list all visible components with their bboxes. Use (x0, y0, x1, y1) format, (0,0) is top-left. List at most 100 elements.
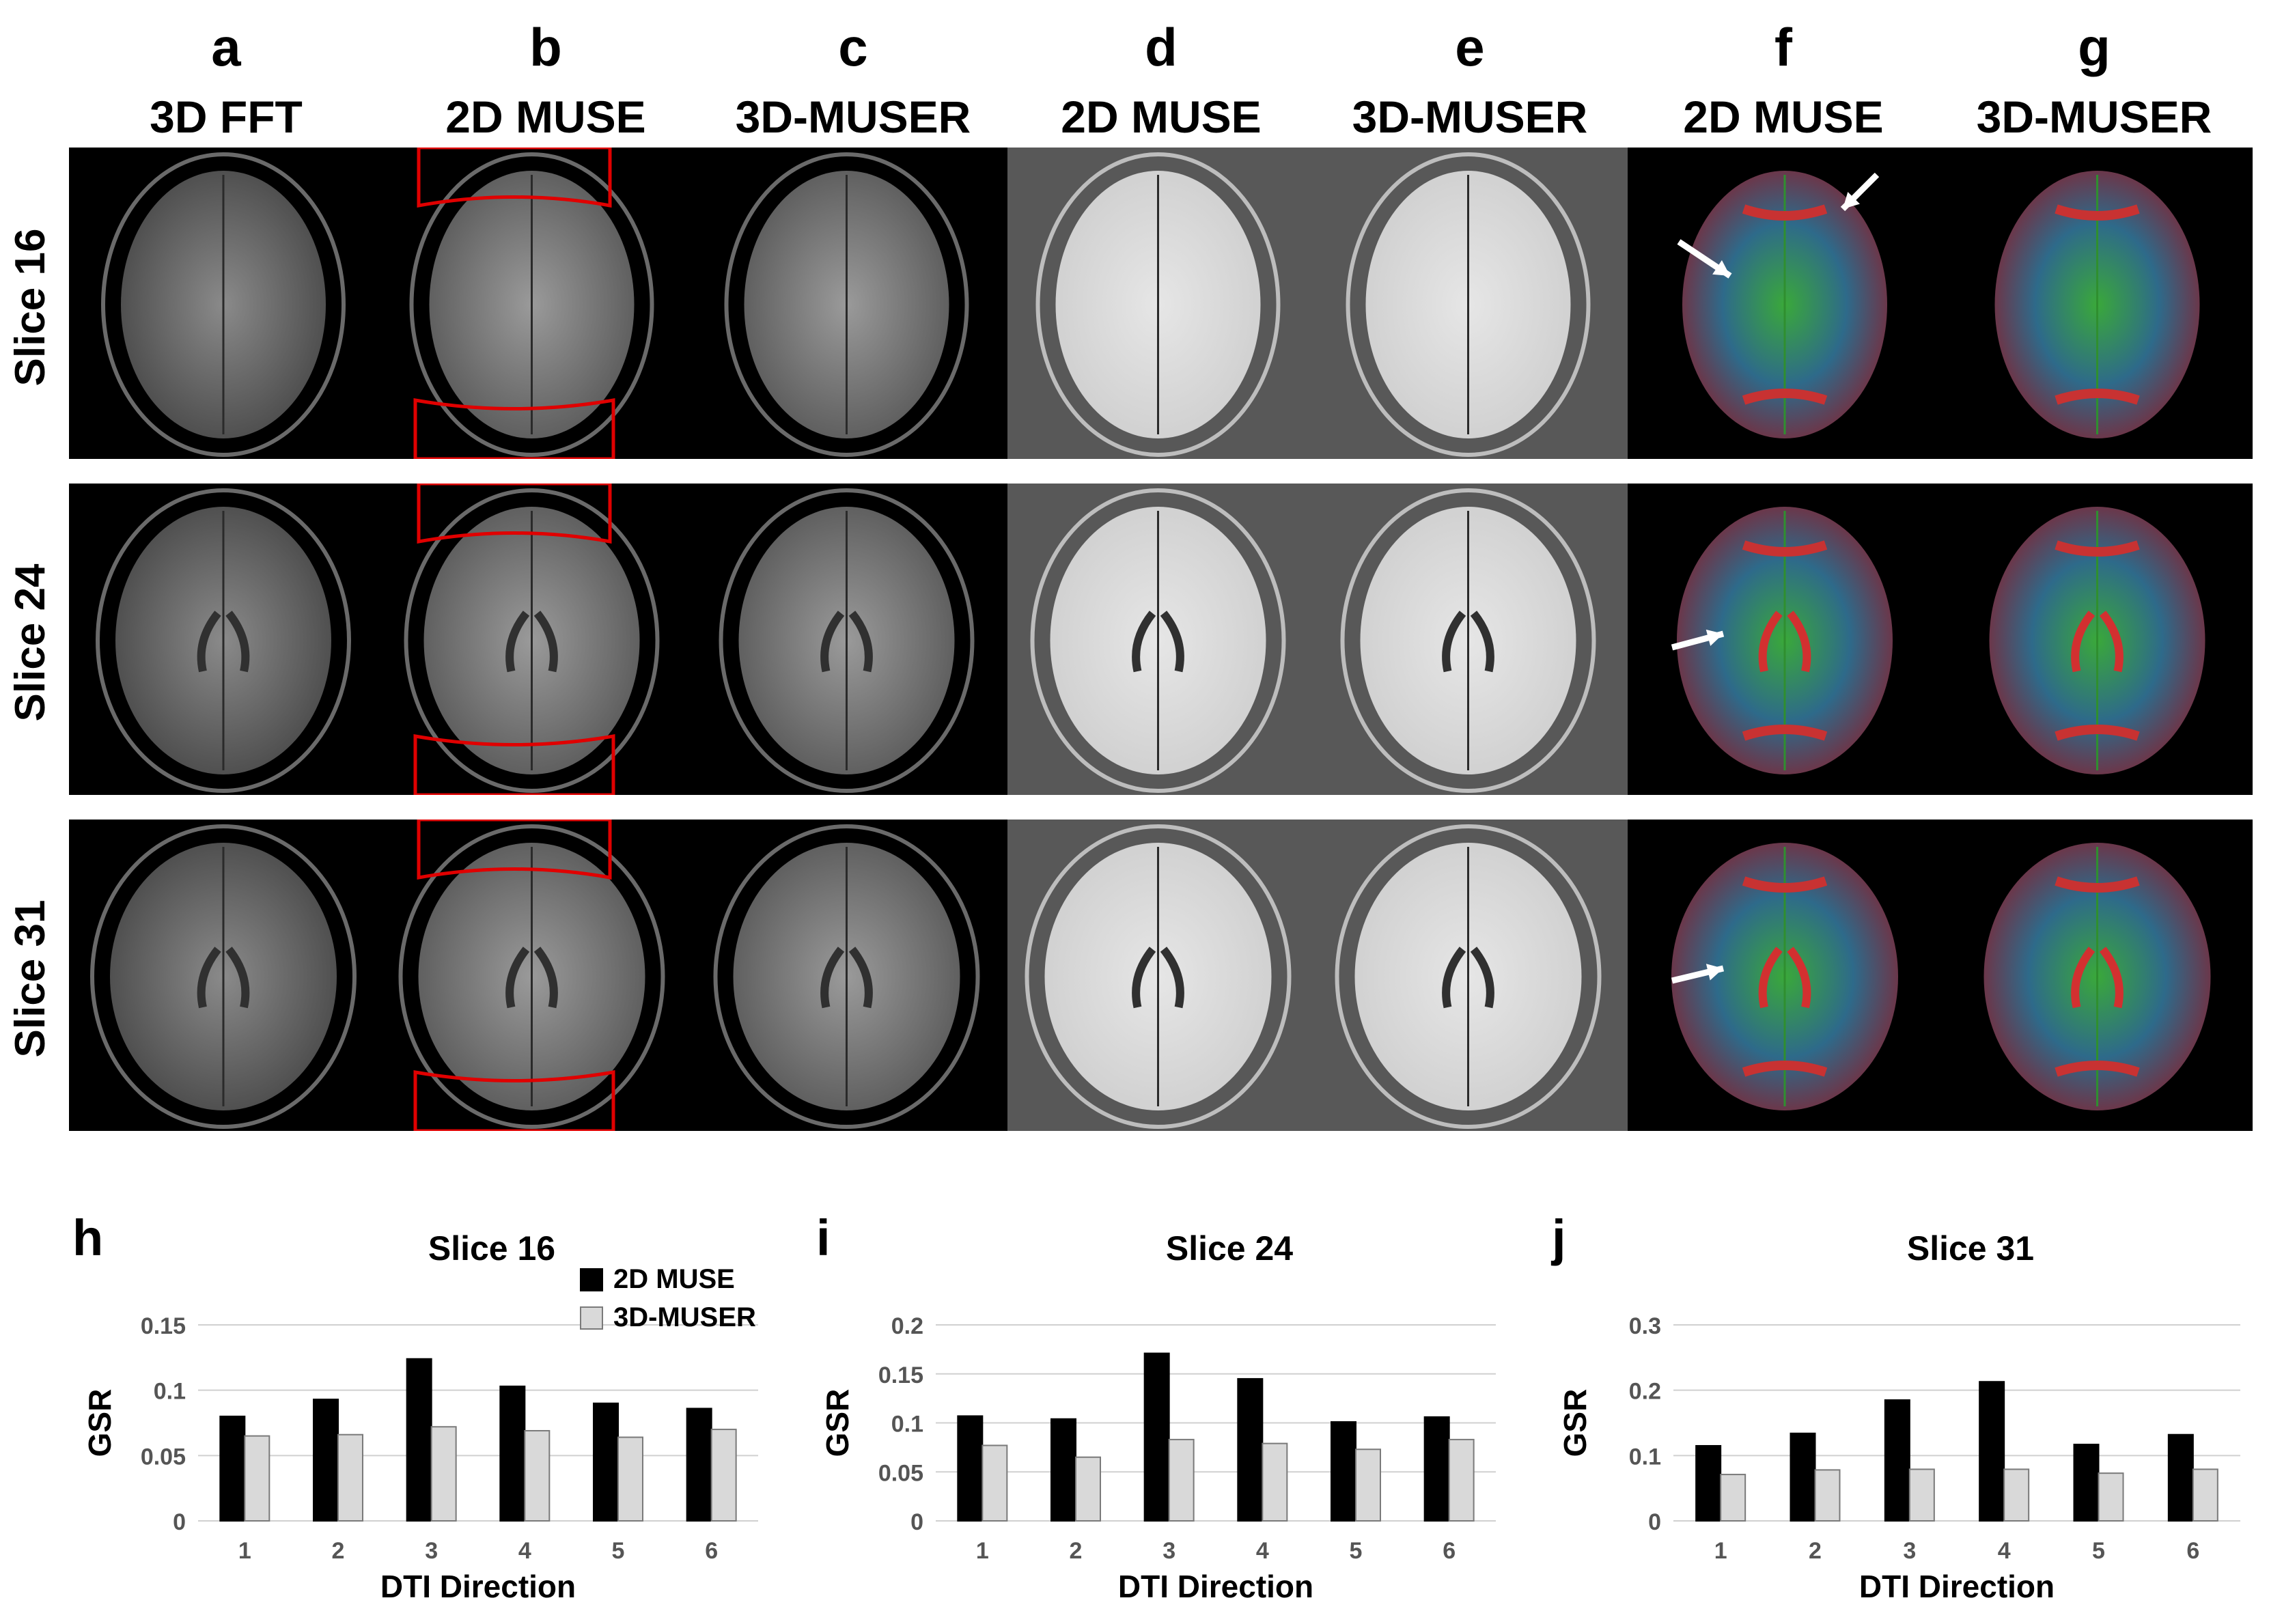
x-tick-label: 2 (332, 1538, 345, 1564)
y-axis-label: GSR (820, 1389, 855, 1457)
artifact-arrow-icon (1677, 239, 1732, 279)
roi-top (417, 484, 612, 544)
x-tick-label: 6 (2186, 1538, 2199, 1564)
chart-title: Slice 31 (1907, 1229, 2034, 1268)
brain-image-2d-muse-dwi (378, 820, 686, 1131)
chart-title: Slice 24 (1166, 1229, 1293, 1268)
column-header-a: a 3D FFT (79, 20, 373, 139)
brain-image-3d-muser-b0 (1309, 148, 1628, 459)
method-label: 3D-MUSER (1352, 92, 1588, 142)
bar-2d-muse (2167, 1433, 2194, 1522)
roi-bottom (413, 398, 615, 459)
x-tick-label: 5 (2092, 1538, 2105, 1564)
bar-3d-muser (2098, 1472, 2124, 1522)
row-label-slice-31: Slice 31 (7, 899, 54, 1058)
brain-image-2d-muse-dwi (378, 148, 686, 459)
bar-3d-muser (430, 1426, 457, 1522)
y-tick-label: 0.15 (141, 1313, 186, 1339)
brain-image-3d-muser-dwi (686, 484, 1007, 795)
column-header-g: g 3D-MUSER (1947, 20, 2241, 139)
bar-2d-muse (1423, 1416, 1450, 1522)
x-tick-label: 3 (1903, 1538, 1916, 1564)
brain-image-2d-muse-color-fa (1628, 148, 1942, 459)
method-label: 3D-MUSER (735, 92, 971, 142)
x-tick-label: 2 (1809, 1538, 1822, 1564)
y-tick-label: 0.05 (141, 1444, 186, 1470)
brain-image-3d-muser-b0 (1309, 484, 1628, 795)
x-tick-label: 3 (425, 1538, 438, 1564)
bar-3d-muser (1814, 1469, 1841, 1522)
x-tick-label: 5 (1350, 1538, 1363, 1564)
gsr-bar-chart-slice-16: Slice 16 0 0.05 0.1 0.15 GSR 1 2 3 4 5 6 DTI Directi… (82, 1229, 758, 1604)
bar-2d-muse (1143, 1352, 1170, 1522)
x-tick-label: 3 (1163, 1538, 1175, 1564)
bar-2d-muse (686, 1408, 712, 1522)
x-tick-label: 4 (518, 1538, 531, 1564)
column-header-e: e 3D-MUSER (1323, 20, 1617, 139)
roi-bottom (413, 734, 615, 795)
column-header-d: d 2D MUSE (1014, 20, 1308, 139)
bar-3d-muser (1355, 1448, 1381, 1522)
brain-image-2d-muse-color-fa (1628, 820, 1942, 1131)
y-tick-label: 0.2 (891, 1313, 923, 1339)
bar-2d-muse (313, 1399, 339, 1522)
image-row-slice-16 (69, 148, 2253, 459)
legend-label: 2D MUSE (613, 1264, 735, 1294)
bar-2d-muse (219, 1415, 246, 1522)
bar-2d-muse (957, 1415, 984, 1522)
bar-3d-muser (1448, 1438, 1475, 1522)
chart-title: Slice 16 (428, 1229, 555, 1268)
panel-letter: e (1455, 17, 1485, 77)
bar-3d-muser (2003, 1468, 2030, 1522)
roi-bottom (413, 1070, 615, 1131)
panel-letter: g (2078, 17, 2111, 77)
brain-image-3d-fft (69, 484, 378, 795)
x-tick-label: 6 (1443, 1538, 1456, 1564)
artifact-arrow-icon (1840, 172, 1880, 212)
roi-top (417, 148, 612, 208)
bar-3d-muser (1720, 1474, 1746, 1522)
y-tick-label: 0.2 (1629, 1379, 1661, 1405)
brain-image-3d-muser-b0 (1309, 820, 1628, 1131)
image-row-slice-31 (69, 820, 2253, 1131)
panel-letter: f (1774, 17, 1792, 77)
bar-2d-muse (406, 1358, 432, 1522)
brain-image-2d-muse-b0 (1007, 484, 1309, 795)
brain-image-3d-muser-color-fa (1942, 820, 2253, 1131)
y-tick-label: 0 (910, 1509, 923, 1535)
x-tick-label: 1 (1714, 1538, 1727, 1564)
x-tick-label: 5 (612, 1538, 625, 1564)
image-row-slice-24 (69, 484, 2253, 795)
y-axis-label: GSR (82, 1389, 117, 1457)
bar-3d-muser (982, 1444, 1008, 1522)
chart-letter-i: i (816, 1209, 831, 1266)
method-label: 2D MUSE (445, 92, 646, 142)
panel-letter: d (1145, 17, 1178, 77)
bar-2d-muse (593, 1402, 619, 1522)
method-label: 2D MUSE (1061, 92, 1262, 142)
row-label-slice-24: Slice 24 (7, 563, 54, 722)
brain-image-3d-muser-color-fa (1942, 484, 2253, 795)
x-tick-label: 1 (238, 1538, 251, 1564)
y-tick-label: 0.3 (1629, 1313, 1661, 1339)
chart-letter-j: j (1552, 1209, 1566, 1266)
roi-top (417, 820, 612, 880)
y-tick-label: 0 (1648, 1509, 1661, 1535)
legend-swatch (580, 1306, 603, 1330)
column-header-b: b 2D MUSE (399, 20, 693, 139)
bar-3d-muser (1075, 1456, 1101, 1522)
bar-3d-muser (524, 1429, 551, 1522)
bar-3d-muser (617, 1436, 643, 1522)
artifact-arrow-icon (1671, 629, 1725, 651)
y-tick-label: 0.1 (1629, 1444, 1661, 1470)
bar-3d-muser (2192, 1468, 2218, 1522)
brain-image-3d-fft (69, 148, 378, 459)
chart-letter-h: h (72, 1209, 104, 1266)
bar-2d-muse (2073, 1444, 2100, 1522)
bar-3d-muser (1262, 1442, 1288, 1522)
legend-label: 3D-MUSER (613, 1302, 756, 1332)
method-label: 3D-MUSER (1976, 92, 2212, 142)
bar-3d-muser (710, 1429, 737, 1522)
bar-2d-muse (499, 1385, 526, 1522)
x-tick-label: 1 (976, 1538, 989, 1564)
